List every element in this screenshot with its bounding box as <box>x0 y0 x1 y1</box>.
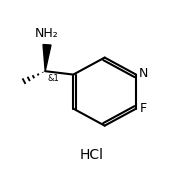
Text: N: N <box>138 67 148 80</box>
Text: F: F <box>140 102 147 115</box>
Text: NH₂: NH₂ <box>35 27 59 40</box>
Text: &1: &1 <box>48 74 60 83</box>
Polygon shape <box>43 45 51 71</box>
Text: HCl: HCl <box>80 148 104 162</box>
